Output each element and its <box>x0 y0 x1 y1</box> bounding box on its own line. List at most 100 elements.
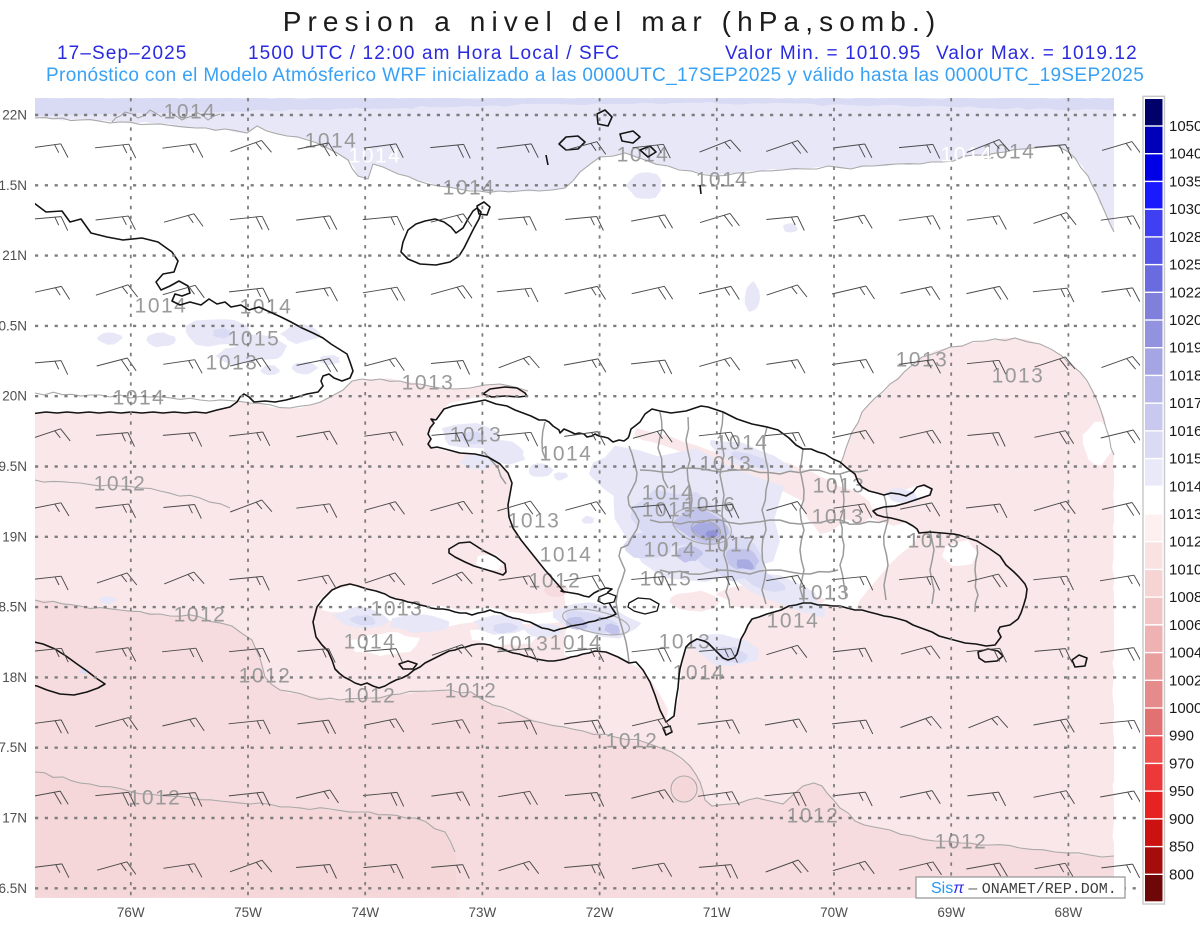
svg-text:1013: 1013 <box>813 475 866 498</box>
svg-text:1014: 1014 <box>767 610 820 633</box>
svg-text:1013: 1013 <box>402 372 455 395</box>
svg-text:1012: 1012 <box>94 473 147 496</box>
svg-text:1015: 1015 <box>228 328 281 351</box>
svg-text:990: 990 <box>1169 728 1194 745</box>
svg-text:1014: 1014 <box>696 169 749 192</box>
svg-text:1014: 1014 <box>443 177 496 200</box>
svg-text:7.5N: 7.5N <box>0 740 27 755</box>
svg-text:6.5N: 6.5N <box>0 881 27 896</box>
svg-text:1022: 1022 <box>1169 284 1200 301</box>
svg-text:22N: 22N <box>2 108 27 123</box>
svg-text:76W: 76W <box>117 905 145 920</box>
svg-text:1012: 1012 <box>239 665 292 688</box>
svg-text:1014: 1014 <box>1169 478 1200 495</box>
svg-text:1.5N: 1.5N <box>0 178 27 193</box>
svg-text:1012: 1012 <box>445 680 498 703</box>
svg-text:1012: 1012 <box>1169 534 1200 551</box>
svg-text:71W: 71W <box>703 905 731 920</box>
svg-text:1014: 1014 <box>164 101 217 124</box>
svg-text:1018: 1018 <box>1169 367 1200 384</box>
svg-text:1013: 1013 <box>992 365 1045 388</box>
svg-text:1013: 1013 <box>812 506 865 529</box>
svg-text:70W: 70W <box>820 905 848 920</box>
svg-text:1014: 1014 <box>349 145 402 168</box>
svg-text:1014: 1014 <box>540 443 593 466</box>
svg-text:75W: 75W <box>234 905 262 920</box>
svg-text:950: 950 <box>1169 783 1194 800</box>
svg-text:1013: 1013 <box>497 633 550 656</box>
svg-text:17N: 17N <box>2 811 27 826</box>
svg-text:1006: 1006 <box>1169 617 1200 634</box>
svg-text:1017: 1017 <box>1169 395 1200 412</box>
svg-text:1000: 1000 <box>1169 700 1200 717</box>
svg-text:1013: 1013 <box>659 631 712 654</box>
svg-text:1013: 1013 <box>450 424 503 447</box>
svg-text:1013: 1013 <box>508 510 561 533</box>
svg-text:1014: 1014 <box>240 296 293 319</box>
svg-text:1030: 1030 <box>1169 201 1200 218</box>
svg-text:1035: 1035 <box>1169 173 1200 190</box>
svg-text:900: 900 <box>1169 811 1194 828</box>
svg-text:Sisπ – ONAMET/REP.DOM.: Sisπ – ONAMET/REP.DOM. <box>931 880 1117 898</box>
svg-text:1012: 1012 <box>344 685 397 708</box>
svg-text:1013: 1013 <box>896 349 949 372</box>
svg-text:1014: 1014 <box>673 662 726 685</box>
svg-text:Valor Min. = 1010.95: Valor Min. = 1010.95 <box>725 43 921 64</box>
svg-text:1014: 1014 <box>941 144 994 167</box>
svg-text:1004: 1004 <box>1169 645 1200 662</box>
svg-text:1016: 1016 <box>1169 423 1200 440</box>
svg-text:1014: 1014 <box>642 482 695 505</box>
svg-text:1028: 1028 <box>1169 229 1200 246</box>
svg-text:Pronóstico con el Modelo Atmós: Pronóstico con el Modelo Atmósferico WRF… <box>46 65 1144 86</box>
svg-text:1040: 1040 <box>1169 146 1200 163</box>
svg-text:1020: 1020 <box>1169 312 1200 329</box>
svg-text:68W: 68W <box>1055 905 1083 920</box>
svg-text:1014: 1014 <box>644 539 697 562</box>
svg-text:18N: 18N <box>2 670 27 685</box>
svg-text:1050: 1050 <box>1169 118 1200 135</box>
svg-text:0.5N: 0.5N <box>0 318 27 333</box>
svg-text:1500 UTC / 12:00 am Hora Local: 1500 UTC / 12:00 am Hora Local / SFC <box>248 43 620 64</box>
svg-text:1013: 1013 <box>908 530 961 553</box>
svg-text:800: 800 <box>1169 866 1194 883</box>
svg-text:9.5N: 9.5N <box>0 459 27 474</box>
svg-text:1012: 1012 <box>935 831 988 854</box>
svg-text:69W: 69W <box>937 905 965 920</box>
svg-text:1012: 1012 <box>174 604 227 627</box>
svg-text:1013: 1013 <box>371 598 424 621</box>
svg-text:1012: 1012 <box>787 805 840 828</box>
svg-text:1014: 1014 <box>305 130 358 153</box>
svg-text:1013: 1013 <box>700 453 753 476</box>
svg-text:1012: 1012 <box>606 730 659 753</box>
svg-text:1002: 1002 <box>1169 672 1200 689</box>
svg-text:1025: 1025 <box>1169 257 1200 274</box>
svg-text:1015: 1015 <box>1169 451 1200 468</box>
svg-text:73W: 73W <box>469 905 497 920</box>
svg-text:1015: 1015 <box>640 568 693 591</box>
svg-text:Presion a nivel del mar (hPa,s: Presion a nivel del mar (hPa,somb.) <box>283 6 942 37</box>
svg-text:1010: 1010 <box>1169 561 1200 578</box>
svg-text:1008: 1008 <box>1169 589 1200 606</box>
svg-text:1013: 1013 <box>798 582 851 605</box>
svg-text:74W: 74W <box>351 905 379 920</box>
svg-text:72W: 72W <box>586 905 614 920</box>
svg-text:1013: 1013 <box>206 352 259 375</box>
svg-text:1014: 1014 <box>344 631 397 654</box>
svg-text:1014: 1014 <box>983 141 1036 164</box>
svg-text:850: 850 <box>1169 839 1194 856</box>
svg-text:21N: 21N <box>2 248 27 263</box>
svg-text:17–Sep–2025: 17–Sep–2025 <box>57 43 187 64</box>
svg-text:19N: 19N <box>2 529 27 544</box>
svg-text:1014: 1014 <box>716 432 769 455</box>
svg-text:8.5N: 8.5N <box>0 600 27 615</box>
svg-text:1019: 1019 <box>1169 340 1200 357</box>
svg-text:970: 970 <box>1169 755 1194 772</box>
svg-text:Valor Max. = 1019.12: Valor Max. = 1019.12 <box>936 43 1138 64</box>
svg-text:20N: 20N <box>2 389 27 404</box>
svg-text:1014: 1014 <box>135 295 188 318</box>
svg-text:1014: 1014 <box>113 387 166 410</box>
svg-text:1014: 1014 <box>540 544 593 567</box>
svg-text:1013: 1013 <box>1169 506 1200 523</box>
svg-text:1014: 1014 <box>617 144 670 167</box>
svg-text:1012: 1012 <box>129 787 182 810</box>
